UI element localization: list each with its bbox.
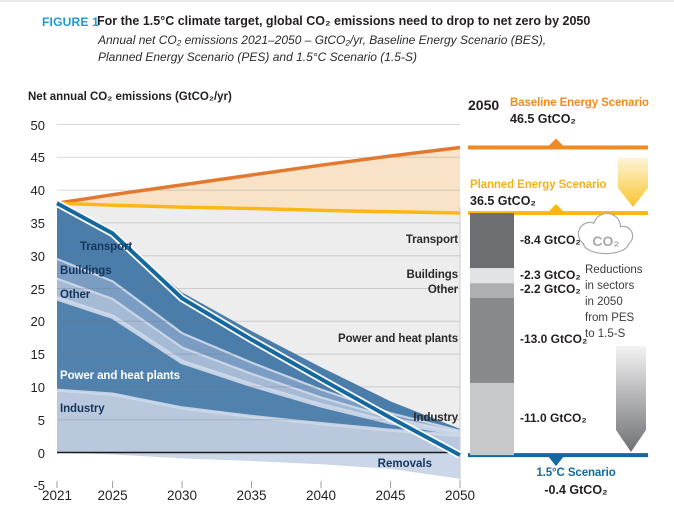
one5c-scenario-label: 1.5°C Scenario <box>536 467 616 479</box>
x-tick-2025: 2025 <box>97 488 128 503</box>
area-label-other: Other <box>60 289 91 301</box>
reductions-note-line3: in 2050 <box>585 296 623 308</box>
reduction-value-other: -2.2 GtCO₂ <box>520 282 581 297</box>
area-label-power: Power and heat plants <box>60 370 180 382</box>
co2-cloud-icon: CO₂ <box>592 233 619 249</box>
bar-label-buildings: Buildings <box>406 269 459 281</box>
planned-scenario-value: 36.5 GtCO₂ <box>470 194 536 208</box>
y-tick-0: 0 <box>37 445 45 461</box>
reductions-note-line1: Reductions <box>585 264 643 276</box>
page-top-rule <box>0 0 674 2</box>
figure-title: For the 1.5°C climate target, global CO₂… <box>97 14 591 28</box>
bar-label-industry: Industry <box>413 412 458 424</box>
y-tick-25: 25 <box>30 281 45 297</box>
reduction-value-transport: -8.4 GtCO₂ <box>520 232 581 247</box>
area-label-industry: Industry <box>60 403 105 415</box>
panel-year-2050: 2050 <box>468 97 500 113</box>
area-label-removals: Removals <box>377 458 432 470</box>
reduction-value-industry: -11.0 GtCO₂ <box>520 411 587 426</box>
x-tick-2040: 2040 <box>306 488 337 503</box>
figure-subtitle-line2: Planned Energy Scenario (PES) and 1.5°C … <box>98 50 417 64</box>
planned-scenario-label: Planned Energy Scenario <box>470 179 607 191</box>
bar-label-transport: Transport <box>405 234 458 246</box>
y-tick-5: 5 <box>37 412 45 428</box>
y-tick-50: 50 <box>30 117 45 133</box>
x-tick-2045: 2045 <box>375 488 406 503</box>
figure-subtitle-line1: Annual net CO₂ emissions 2021–2050 – GtC… <box>98 33 547 47</box>
reduction-value-power-and-heat-plants: -13.0 GtCO₂ <box>520 332 588 347</box>
baseline-scenario-label: Baseline Energy Scenario <box>510 97 649 109</box>
reductions-note-line2: in sectors <box>585 280 635 292</box>
reduction-value-buildings: -2.3 GtCO₂ <box>520 267 581 282</box>
y-axis-title: Net annual CO₂ emissions (GtCO₂/yr) <box>28 91 232 103</box>
y-tick-20: 20 <box>30 314 45 330</box>
bar-label-power: Power and heat plants <box>338 333 458 345</box>
x-tick-2035: 2035 <box>236 488 267 503</box>
y-tick-30: 30 <box>30 248 45 264</box>
reductions-note-line4: from PES <box>585 312 635 324</box>
y-tick-40: 40 <box>30 183 45 199</box>
area-label-buildings: Buildings <box>60 265 112 277</box>
y-tick-45: 45 <box>30 150 45 166</box>
x-tick-2030: 2030 <box>167 488 198 503</box>
figure-number-label: FIGURE 1 <box>42 15 99 29</box>
x-tick-2021: 2021 <box>41 488 73 503</box>
area-label-transport: Transport <box>80 241 133 253</box>
y-tick-10: 10 <box>30 379 45 395</box>
baseline-scenario-value: 46.5 GtCO₂ <box>510 112 576 126</box>
reductions-note-line5: to 1.5-S <box>585 328 626 340</box>
x-tick-2050: 2050 <box>444 488 476 503</box>
bar-label-other: Other <box>427 284 458 296</box>
y-tick-35: 35 <box>30 215 45 231</box>
y-tick-15: 15 <box>30 347 45 363</box>
y-tick--5: -5 <box>33 478 45 494</box>
one5c-scenario-value: -0.4 GtCO₂ <box>544 483 608 497</box>
